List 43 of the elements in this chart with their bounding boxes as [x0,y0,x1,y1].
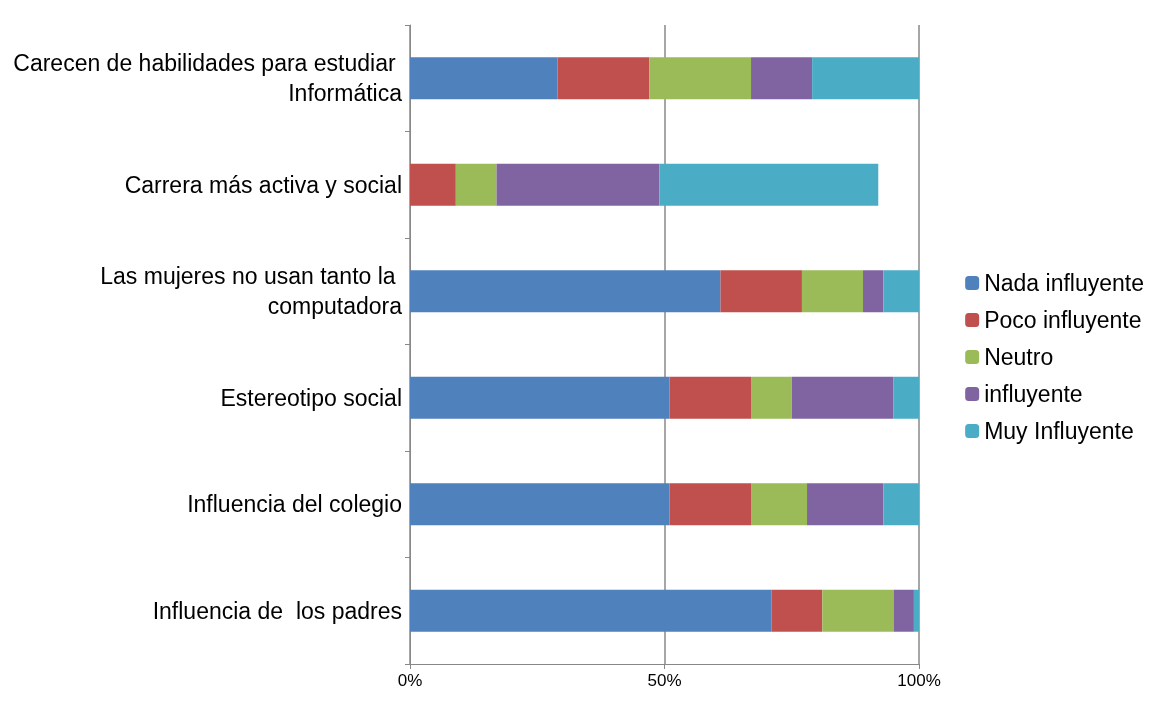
bar [557,57,650,100]
legend-label: influyente [984,381,1083,407]
bar [659,163,879,206]
legend-label: Neutro [984,344,1054,370]
bar [751,483,808,526]
bar [410,163,456,206]
legend-label: Nada influyente [984,270,1145,296]
y-tick-label: Influencia de los padres [152,597,402,624]
bar [669,376,752,419]
bar [883,270,919,313]
bar [807,483,884,526]
y-tick-label: Estereotipo social [220,384,402,411]
bar [455,163,497,206]
bar [812,57,919,100]
bar [863,270,884,313]
bar [751,57,813,100]
bar [410,589,772,632]
y-tick-label: Carecen de habilidades para estudiar Informática [13,50,403,107]
x-tick-label: 100% [897,671,941,690]
bar [410,483,670,526]
bar [410,270,721,313]
bar [669,483,752,526]
bar [410,57,558,100]
bar [649,57,752,100]
legend-label: Poco influyente [984,307,1142,333]
bar [801,270,864,313]
bar [883,483,919,526]
x-tick-label: 0% [397,671,423,690]
x-tick-label: 50% [647,671,682,690]
y-tick-label: Carrera más activa y social [124,171,402,198]
bar [720,270,802,313]
y-tick-label: Influencia del colegio [187,491,402,518]
bar [751,376,792,419]
bar [913,589,919,632]
bar [496,163,660,206]
bar [771,589,823,632]
y-tick-label: Las mujeres no usan tanto la computadora [100,263,403,320]
bar [822,589,894,632]
bar [893,376,919,419]
bar [791,376,894,419]
bar [410,376,670,419]
legend-label: Muy Influyente [984,418,1134,444]
bar [893,589,914,632]
